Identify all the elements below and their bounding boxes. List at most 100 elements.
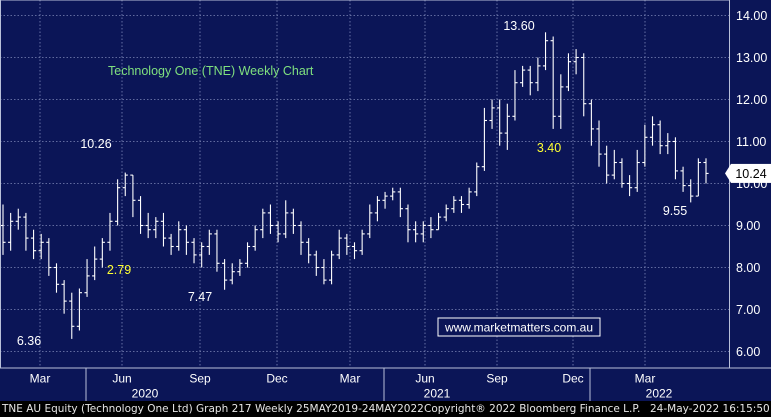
ohlc-bar — [344, 233, 350, 255]
ohlc-bar — [405, 204, 411, 243]
ohlc-bar — [69, 292, 75, 339]
ohlc-bar — [420, 221, 426, 243]
ohlc-bars — [0, 32, 709, 339]
ohlc-bar — [313, 250, 319, 276]
y-tick-label: 12.00 — [736, 93, 767, 107]
ohlc-bar — [443, 204, 449, 222]
ohlc-bar — [260, 208, 266, 239]
current-price-label: 10.24 — [735, 167, 766, 181]
ohlc-bar — [306, 238, 312, 264]
annotation-label: 10.26 — [80, 137, 111, 151]
ohlc-bar — [558, 74, 564, 129]
ohlc-bar — [107, 212, 113, 251]
ohlc-bar — [214, 229, 220, 272]
footer-timestamp: 24-May-2022 16:15:50 — [650, 403, 770, 415]
ohlc-bar — [573, 49, 579, 75]
ohlc-bar — [298, 221, 304, 255]
ohlc-bar — [351, 242, 358, 260]
y-tick-label: 13.00 — [736, 51, 767, 65]
ohlc-bar — [160, 212, 167, 247]
ohlc-bar — [413, 221, 419, 243]
x-axis-labels: Mar Jun Sep Dec Mar Jun Sep Dec Mar 2020 2021 2022 — [30, 368, 673, 401]
ohlc-bar — [588, 99, 594, 146]
y-tick-label: 9.00 — [736, 219, 760, 233]
ohlc-bar — [290, 208, 296, 234]
ohlc-bar — [520, 65, 526, 87]
ohlc-bar — [611, 149, 617, 180]
ohlc-bar — [428, 217, 434, 239]
y-tick-label: 8.00 — [736, 261, 760, 275]
ohlc-bar — [397, 187, 403, 218]
footer-bar: TNE AU Equity (Technology One Ltd) Graph… — [0, 401, 771, 417]
ohlc-bar — [336, 229, 342, 260]
ohlc-bar — [481, 107, 488, 171]
ohlc-bar — [99, 238, 105, 268]
month-label: Sep — [486, 372, 508, 386]
ohlc-bar — [680, 166, 686, 192]
ohlc-bar — [596, 120, 602, 167]
ohlc-bar — [122, 172, 128, 197]
ohlc-bar — [466, 187, 472, 209]
month-label: Dec — [562, 372, 583, 386]
ohlc-bar — [283, 200, 289, 239]
ohlc-bar — [115, 179, 121, 226]
ohlc-bar — [244, 242, 251, 268]
month-label: Jun — [112, 372, 131, 386]
footer-security: TNE AU Equity (Technology One Ltd) Graph… — [2, 403, 424, 415]
ohlc-bar — [703, 158, 709, 184]
price-chart: 6.007.008.009.0010.0011.0012.0013.0014.0… — [0, 0, 771, 401]
ohlc-bar — [191, 238, 197, 264]
ohlc-bar — [374, 196, 381, 222]
ohlc-bar — [168, 233, 174, 255]
ohlc-bar — [688, 179, 694, 203]
ohlc-bar — [15, 208, 21, 230]
y-tick-label: 7.00 — [736, 303, 760, 317]
ohlc-bar — [321, 259, 327, 285]
year-label: 2021 — [424, 387, 451, 401]
ohlc-bar — [604, 145, 610, 184]
gridlines — [0, 0, 729, 368]
y-tick-label: 11.00 — [736, 135, 766, 149]
annotation-label: 13.60 — [503, 19, 534, 33]
ohlc-bar — [267, 204, 274, 234]
month-label: Dec — [266, 372, 287, 386]
ohlc-bar — [176, 221, 182, 251]
ohlc-bar — [649, 116, 656, 146]
ohlc-bar — [550, 36, 556, 129]
current-price-box: 10.24 — [725, 163, 771, 183]
annotation-label: 2.79 — [107, 263, 131, 277]
y-tick-label: 14.00 — [736, 9, 767, 23]
ohlc-bar — [221, 259, 228, 290]
ohlc-bar — [183, 225, 189, 255]
ohlc-bar — [642, 124, 648, 167]
ohlc-bar — [581, 53, 587, 117]
ohlc-bar — [229, 263, 235, 285]
ohlc-bar — [84, 259, 90, 297]
watermark[interactable]: www.marketmatters.com.au — [437, 317, 601, 337]
ohlc-bar — [53, 263, 60, 293]
month-label: Sep — [189, 372, 211, 386]
annotation-label: 3.40 — [537, 141, 561, 155]
ohlc-bar — [130, 174, 136, 218]
month-label: Jun — [415, 372, 434, 386]
y-tick-label: 6.00 — [736, 345, 760, 359]
y-axis-labels: 6.007.008.009.0010.0011.0012.0013.0014.0… — [736, 9, 767, 359]
ohlc-bar — [626, 175, 633, 197]
ohlc-bar — [137, 196, 144, 234]
ohlc-bar — [565, 53, 572, 92]
ohlc-bar — [46, 238, 52, 276]
annotation-label: 6.36 — [17, 334, 41, 348]
ohlc-bar — [619, 158, 625, 188]
ohlc-bar — [153, 217, 159, 239]
ohlc-bar — [145, 212, 151, 239]
ohlc-bar — [359, 229, 365, 255]
ohlc-bar — [8, 212, 14, 251]
ohlc-bar — [665, 133, 671, 155]
month-label: Mar — [635, 372, 656, 386]
watermark-link[interactable]: www.marketmatters.com.au — [444, 321, 593, 335]
ohlc-bar — [504, 103, 510, 150]
ohlc-bar — [512, 70, 518, 121]
ohlc-bar — [489, 99, 495, 129]
chart-title: Technology One (TNE) Weekly Chart — [108, 64, 314, 78]
ohlc-bar — [695, 158, 701, 197]
